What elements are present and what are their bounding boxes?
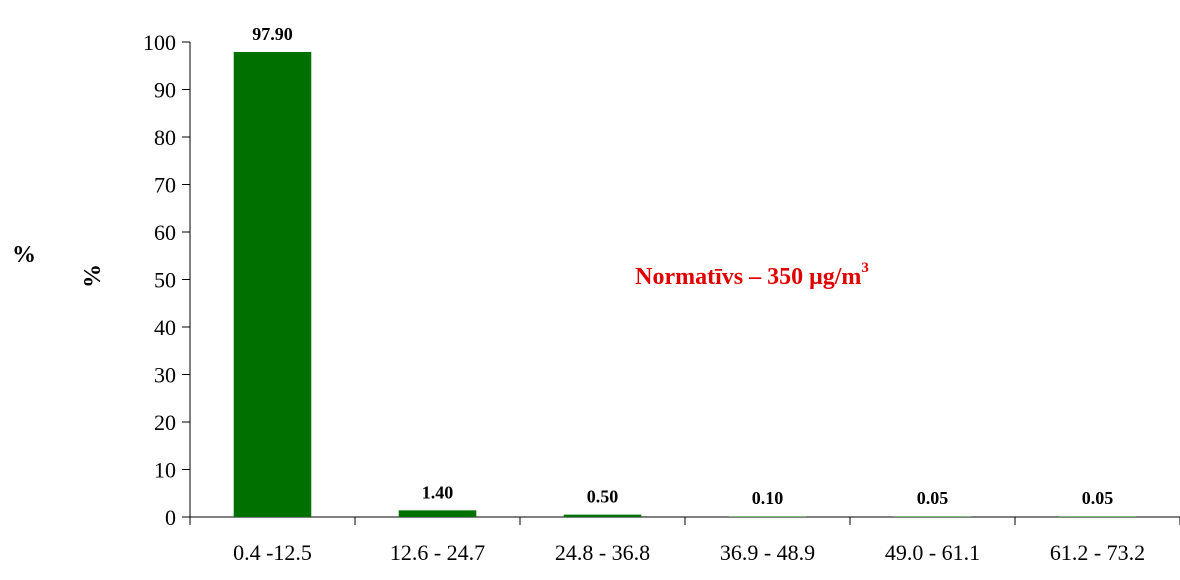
y-tick-label: 50 xyxy=(154,268,176,293)
y-tick-label: 40 xyxy=(154,315,176,340)
category-label: 0.4 -12.5 xyxy=(233,540,312,565)
y-tick-label: 0 xyxy=(165,505,176,530)
bar xyxy=(233,51,312,517)
category-label: 49.0 - 61.1 xyxy=(885,540,980,565)
y-tick-label: 70 xyxy=(154,173,176,198)
y-tick-label: 90 xyxy=(154,78,176,103)
bar xyxy=(1058,516,1137,517)
y-tick-label: 100 xyxy=(143,30,176,55)
data-label: 0.50 xyxy=(587,487,619,507)
y-tick-label: 20 xyxy=(154,410,176,435)
y-axis: 0 10 20 30 40 50 60 70 80 90 100 xyxy=(143,30,191,530)
y-tick-label: 10 xyxy=(154,458,176,483)
y-tick-label: 60 xyxy=(154,220,176,245)
data-label: 0.10 xyxy=(752,488,784,508)
category-label: 61.2 - 73.2 xyxy=(1050,540,1145,565)
bar xyxy=(398,510,477,517)
category-label: 36.9 - 48.9 xyxy=(720,540,815,565)
x-axis xyxy=(189,516,1180,525)
category-label: 24.8 - 36.8 xyxy=(555,540,650,565)
data-label: 0.05 xyxy=(1082,488,1114,508)
category-labels: 0.4 -12.5 12.6 - 24.7 24.8 - 36.8 36.9 - 48… xyxy=(233,540,1145,565)
normative-annotation: Normatīvs – 350 μg/m3 xyxy=(635,260,869,290)
y-tick-label: 80 xyxy=(154,125,176,150)
annotation-superscript: 3 xyxy=(861,260,869,276)
data-label: 97.90 xyxy=(252,24,293,44)
data-label: 1.40 xyxy=(422,482,454,502)
data-labels: 97.90 1.40 0.50 0.10 0.05 0.05 xyxy=(252,24,1113,508)
data-label: 0.05 xyxy=(917,488,949,508)
y-axis-title: % xyxy=(80,264,106,288)
annotation-main-text: Normatīvs – 350 μg/m xyxy=(635,264,861,290)
y-tick-label: 30 xyxy=(154,363,176,388)
bar xyxy=(728,516,807,517)
category-label: 12.6 - 24.7 xyxy=(390,540,485,565)
bar xyxy=(563,514,642,517)
bars xyxy=(233,51,1137,517)
bar xyxy=(893,516,972,517)
outer-axis-label: % xyxy=(12,242,36,268)
